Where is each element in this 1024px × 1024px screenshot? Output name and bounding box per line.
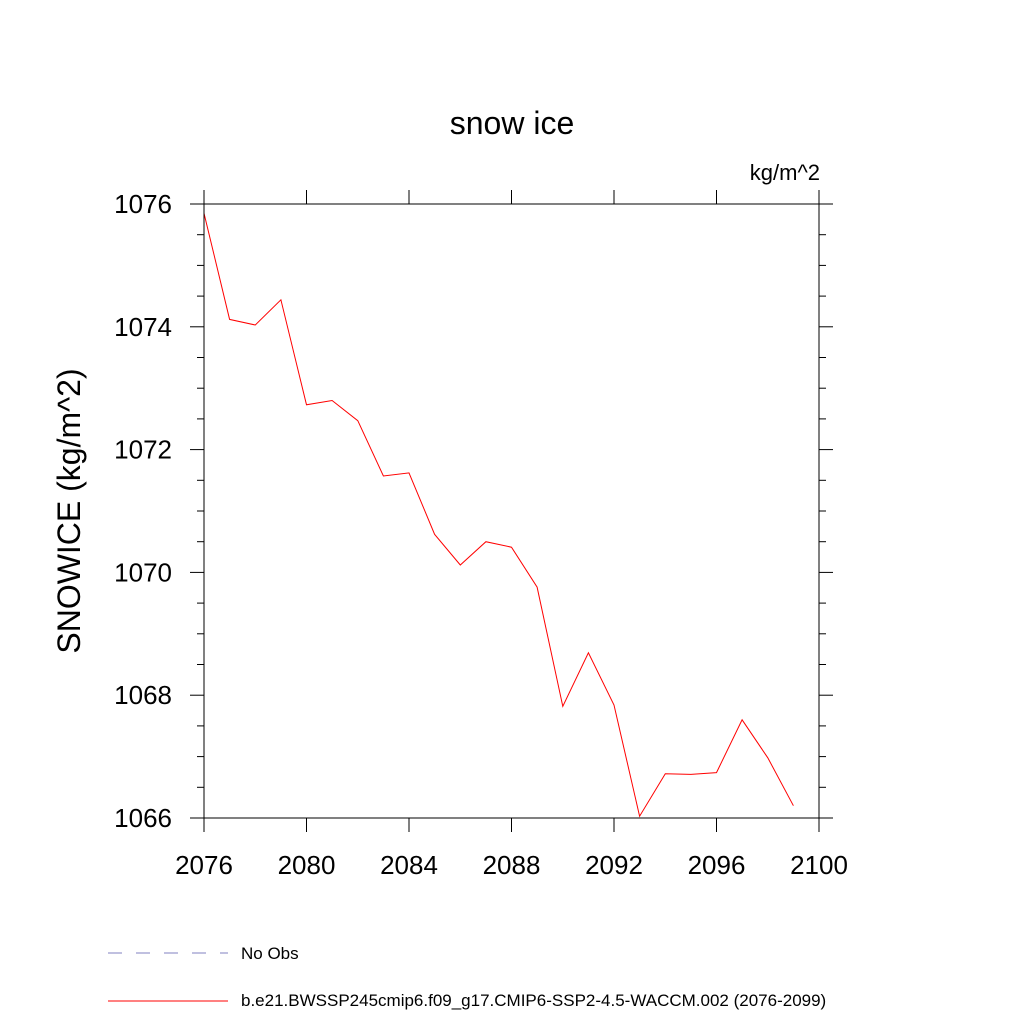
legend: No Obs b.e21.BWSSP245cmip6.f09_g17.CMIP6… [108,944,826,1010]
x-tick-label: 2100 [790,850,848,880]
x-tick-labels: 2076 2080 2084 2088 2092 2096 2100 [175,850,848,880]
legend-label-no-obs: No Obs [241,944,299,963]
y-tick-label: 1070 [114,557,172,587]
series-line [203,213,794,818]
legend-label-model: b.e21.BWSSP245cmip6.f09_g17.CMIP6-SSP2-4… [241,991,826,1010]
units-label: kg/m^2 [750,160,820,185]
axis-ticks [190,190,833,832]
y-tick-label: 1072 [114,435,172,465]
y-tick-label: 1068 [114,680,172,710]
plot-frame [203,203,820,819]
x-tick-label: 2092 [585,850,643,880]
data-series [203,213,794,818]
y-axis-label: SNOWICE (kg/m^2) [51,368,87,653]
y-tick-labels: 1066 1068 1070 1072 1074 1076 [114,189,172,833]
x-tick-label: 2096 [688,850,746,880]
x-tick-label: 2076 [175,850,233,880]
y-tick-label: 1074 [114,312,172,342]
chart-title: snow ice [450,105,575,141]
y-tick-label: 1076 [114,189,172,219]
x-tick-label: 2084 [380,850,438,880]
x-tick-label: 2080 [278,850,336,880]
x-tick-label: 2088 [483,850,541,880]
y-tick-label: 1066 [114,803,172,833]
